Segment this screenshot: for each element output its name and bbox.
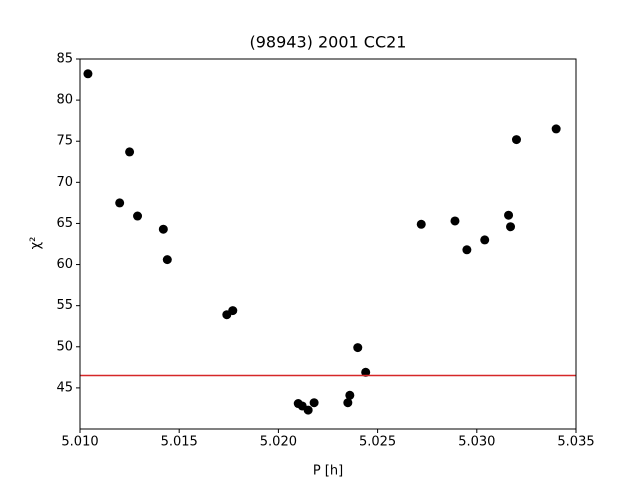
point — [115, 198, 125, 208]
x-tick-label: 5.025 — [359, 435, 396, 450]
point — [480, 235, 490, 245]
point — [162, 255, 172, 265]
point — [309, 398, 319, 408]
y-tick-label: 70 — [56, 175, 73, 190]
point — [228, 306, 238, 316]
point — [345, 390, 355, 400]
x-axis-label: P [h] — [313, 464, 343, 479]
x-tick-label: 5.010 — [61, 435, 98, 450]
x-tick-label: 5.015 — [161, 435, 198, 450]
y-tick-label: 55 — [56, 298, 73, 313]
point — [83, 69, 93, 79]
point — [125, 147, 135, 157]
y-tick-label: 85 — [56, 52, 73, 67]
y-tick-label: 75 — [56, 134, 73, 149]
point — [303, 405, 313, 415]
point — [450, 216, 460, 226]
chart-title: (98943) 2001 CC21 — [250, 33, 407, 52]
plot-frame — [79, 58, 577, 430]
point — [343, 398, 353, 408]
point — [506, 222, 516, 232]
x-tick-label: 5.035 — [557, 435, 594, 450]
x-tick-label: 5.030 — [458, 435, 495, 450]
y-tick-label: 65 — [56, 216, 73, 231]
point — [416, 219, 426, 229]
point — [511, 135, 521, 145]
point — [353, 343, 363, 353]
point — [504, 210, 514, 220]
y-tick-label: 50 — [56, 339, 73, 354]
y-tick-label: 80 — [56, 93, 73, 108]
y-tick-label: 60 — [56, 257, 73, 272]
x-tick-label: 5.020 — [260, 435, 297, 450]
point — [551, 124, 561, 134]
point — [361, 367, 371, 377]
point — [133, 211, 143, 221]
y-tick-label: 45 — [56, 380, 73, 395]
point — [158, 224, 168, 234]
y-axis-label: χ² — [29, 237, 44, 250]
point — [462, 245, 472, 255]
